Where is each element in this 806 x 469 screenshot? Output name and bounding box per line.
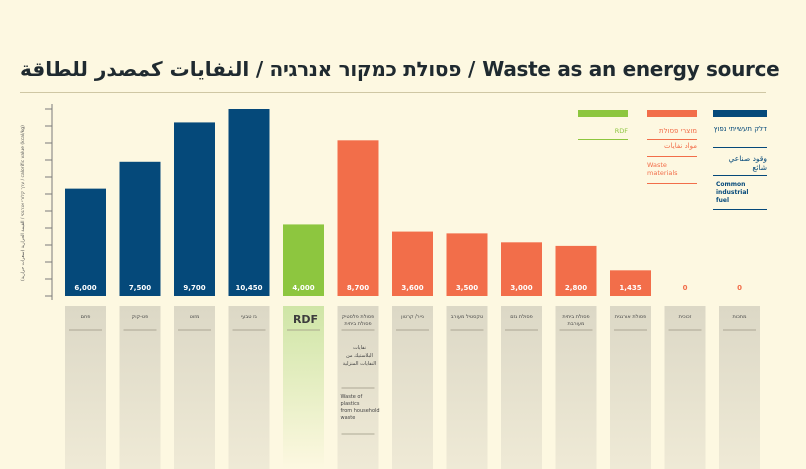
category-label: מתכות <box>733 314 747 320</box>
bar <box>610 270 651 296</box>
category-label: גז טבעי <box>241 314 257 320</box>
category-label: נייר/ קרטון <box>401 314 424 320</box>
category-column-shade <box>392 306 433 469</box>
legend-industrial-fuel-en: Common industrial fuel <box>716 181 749 204</box>
bar-value-label: 7,500 <box>129 284 151 292</box>
bar-value-label: 10,450 <box>235 284 262 292</box>
rdf-category-label: RDF <box>292 313 319 326</box>
category-label-ar: نفايات <box>353 345 366 351</box>
category-column-shade <box>719 306 760 469</box>
bar-value-label: 1,435 <box>619 284 641 292</box>
title-divider <box>20 92 766 93</box>
bar-value-label: 2,800 <box>565 284 587 292</box>
category-label: פחם <box>81 314 91 320</box>
legend-divider <box>647 156 697 157</box>
legend-swatch-rdf <box>578 110 628 117</box>
category-label-ar: البلاستيك من <box>346 353 373 359</box>
category-label-ar: النفايات المنزلية <box>343 361 376 367</box>
bar-value-label: 8,700 <box>347 284 369 292</box>
bar <box>283 224 324 296</box>
legend-waste-materials-ar: مواد نفايات <box>664 142 697 150</box>
category-label: פסולת אורגנית <box>615 314 646 320</box>
category-label: פסולת ביתית <box>344 321 371 327</box>
legend-divider <box>647 139 697 140</box>
category-label: מזוט <box>190 314 200 320</box>
bar-value-label: 3,000 <box>510 284 532 292</box>
category-column-shade <box>119 306 161 469</box>
category-column-shade <box>283 306 324 469</box>
category-label: מעורבת <box>568 321 585 327</box>
category-label: טקסטיל מעורב <box>451 314 483 320</box>
bar-value-label: 3,600 <box>401 284 423 292</box>
bar-value-label: 0 <box>737 284 742 292</box>
category-column-shade <box>228 306 270 469</box>
legend-divider <box>713 175 767 176</box>
category-column-shade <box>65 306 106 469</box>
legend-divider <box>713 147 767 148</box>
bar-value-label: 6,000 <box>74 284 96 292</box>
category-label: זכוכית <box>679 314 692 320</box>
legend-waste-materials-en: Waste materials <box>647 161 678 177</box>
legend-divider <box>647 183 697 184</box>
category-label: פסולת ביתית <box>562 314 589 320</box>
category-label-en: waste <box>341 415 356 421</box>
category-column-shade <box>610 306 651 469</box>
legend-waste-materials-he: מוצרי פסולת <box>659 127 697 135</box>
category-label: פט-קוק <box>132 314 149 320</box>
category-label-en: Waste of <box>341 394 363 400</box>
bar <box>555 245 597 296</box>
category-column-shade <box>446 306 488 469</box>
legend-divider <box>578 139 628 140</box>
chart-title: פסולת כמקור אנרגיה / النفايات كمصدر للطا… <box>20 57 780 81</box>
category-column-shade <box>174 306 215 469</box>
legend-industrial-fuel-he: דלק תעשייתי נפוץ <box>713 125 767 133</box>
legend-swatch-industrial-fuel <box>713 110 767 117</box>
bar <box>392 231 433 296</box>
category-column-shade <box>664 306 706 469</box>
category-label-en: plastics <box>341 401 360 407</box>
legend-divider <box>713 209 767 210</box>
legend-rdf-label: RDF <box>614 127 628 135</box>
bar <box>228 109 270 296</box>
bar-value-label: 9,700 <box>183 284 205 292</box>
bar <box>174 122 215 296</box>
legend-industrial-fuel-ar: وقود صناعي شائع <box>728 154 767 172</box>
category-column-shade <box>337 306 379 469</box>
category-label: פסולת גזם <box>510 314 533 320</box>
bar <box>337 140 379 296</box>
bar <box>65 188 106 296</box>
bar-value-label: 4,000 <box>292 284 314 292</box>
category-column-shade <box>555 306 597 469</box>
bar <box>119 161 161 296</box>
bar-value-label: 0 <box>683 284 688 292</box>
legend-swatch-waste-materials <box>647 110 697 117</box>
category-label-en: from household <box>341 408 380 414</box>
bar-value-label: 3,500 <box>456 284 478 292</box>
bar <box>446 233 488 296</box>
category-label: פסולת פלסטיק <box>342 314 375 320</box>
category-column-shade <box>501 306 542 469</box>
bar <box>501 242 542 296</box>
